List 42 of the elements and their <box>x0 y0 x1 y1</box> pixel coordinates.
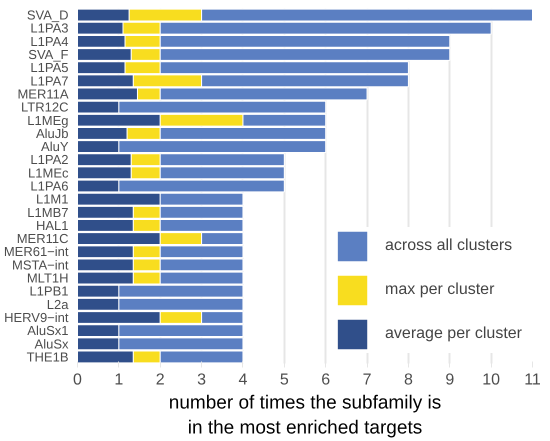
y-tick-label: L1MEc <box>28 165 69 180</box>
y-tick-label: HAL1 <box>36 218 69 233</box>
y-tick-label: L2a <box>46 296 70 312</box>
y-tick-label: L1PA4 <box>30 34 69 49</box>
x-tick-label: 5 <box>280 372 289 388</box>
y-tick-label: L1PA7 <box>30 73 69 88</box>
y-tick-label: MSTA−int <box>12 257 69 272</box>
y-tick-label: MLT1H <box>26 270 69 286</box>
y-tick-label: L1PA5 <box>30 60 69 76</box>
x-tick-label: 7 <box>362 372 372 388</box>
x-tick-label: 4 <box>238 372 248 388</box>
y-tick-label: L1PA6 <box>30 178 69 194</box>
x-tick-label: 6 <box>321 372 330 388</box>
x-tick-label: 8 <box>404 372 413 388</box>
y-tick-label: LTR12C <box>21 100 69 115</box>
y-tick-label: MER11C <box>16 231 69 246</box>
y-tick-label: HERV9−int <box>4 310 69 325</box>
y-tick-label: THE1B <box>26 349 69 364</box>
y-tick-label: L1PA2 <box>30 152 69 168</box>
y-tick-label: MER11A <box>17 86 69 102</box>
x-axis-title: number of times the subfamily is in the most enriched targets <box>168 392 442 439</box>
y-tick-label: MER61−int <box>4 244 69 260</box>
x-tick-label: 3 <box>197 372 206 388</box>
x-tick-label: 0 <box>73 372 82 388</box>
x-tick-label: 11 <box>524 372 541 388</box>
legend-label: max per cluster <box>385 281 494 299</box>
y-tick-label: L1PA3 <box>30 20 69 36</box>
x-tick-label: 9 <box>445 372 454 388</box>
y-tick-label: SVA_D <box>26 8 69 23</box>
y-tick-label: AluSx <box>34 336 69 352</box>
x-tick-label: 1 <box>114 372 124 388</box>
y-tick-label: L1M1 <box>36 192 69 207</box>
y-tick-label: SVA_F <box>28 47 69 62</box>
legend-label: across all clusters <box>385 237 512 255</box>
y-tick-label: L1MB7 <box>27 204 69 220</box>
y-tick-label: L1PB1 <box>29 284 69 299</box>
y-tick-label: AluSx1 <box>27 323 69 338</box>
legend-label: average per cluster <box>385 325 522 343</box>
y-tick-label: L1MEg <box>27 112 69 128</box>
y-tick-label: AluY <box>41 139 69 154</box>
x-tick-label: 2 <box>156 372 165 388</box>
x-tick-label: 10 <box>482 372 500 388</box>
